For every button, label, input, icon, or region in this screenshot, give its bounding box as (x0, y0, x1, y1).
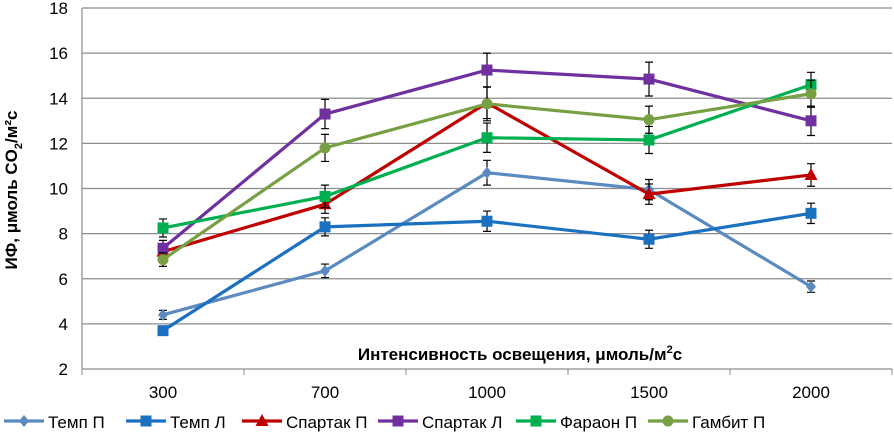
legend-item: Фараон П (516, 413, 637, 432)
legend-label: Спартак Л (422, 413, 502, 432)
circle-marker (481, 98, 493, 110)
y-tick-label: 14 (49, 89, 68, 108)
x-axis-title: Интенсивность освещения, μмоль/м2с (358, 344, 682, 364)
diamond-marker (806, 280, 816, 293)
legend-label: Гамбит П (692, 413, 765, 432)
circle-marker (805, 88, 817, 100)
x-tick-labels: 300 700 1000 1500 2000 (149, 383, 830, 402)
y-tick-label: 16 (49, 44, 68, 63)
square-marker (140, 415, 152, 427)
x-tick-label: 2000 (792, 383, 830, 402)
series-1 (157, 202, 817, 337)
square-marker (392, 415, 404, 427)
circle-marker (662, 415, 674, 427)
legend-label: Темп Л (170, 413, 226, 432)
square-marker (530, 415, 542, 427)
square-marker (481, 215, 493, 227)
legend-label: Спартак П (286, 413, 367, 432)
circle-marker (643, 114, 655, 126)
triangle-marker (804, 167, 818, 180)
square-marker (319, 190, 331, 202)
diamond-marker (320, 264, 330, 277)
square-marker (805, 115, 817, 127)
square-marker (805, 207, 817, 219)
legend-item: Гамбит П (648, 413, 765, 432)
square-marker (157, 325, 169, 337)
legend-label: Темп П (48, 413, 105, 432)
legend-item: Темп П (4, 413, 105, 432)
diamond-marker (482, 166, 492, 179)
y-axis-title: ИФ, μмоль CO2/м²с (2, 111, 25, 270)
y-tick-label: 2 (59, 360, 68, 379)
square-marker (319, 108, 331, 120)
square-marker (643, 233, 655, 245)
triangle-marker (255, 414, 269, 426)
y-tick-labels: 2 4 6 8 10 12 14 16 18 (49, 0, 68, 379)
legend-label: Фараон П (560, 413, 637, 432)
x-tick-label: 700 (311, 383, 339, 402)
y-tick-label: 12 (49, 134, 68, 153)
x-tick-label: 1000 (468, 383, 506, 402)
legend-item: Спартак Л (378, 413, 502, 432)
y-tick-label: 10 (49, 180, 68, 199)
square-marker (481, 64, 493, 76)
square-marker (157, 222, 169, 234)
series-5 (157, 79, 817, 267)
square-marker (643, 134, 655, 146)
square-marker (157, 242, 169, 254)
triangle-marker (642, 187, 656, 200)
diamond-marker (158, 308, 168, 321)
x-tick-label: 1500 (630, 383, 668, 402)
square-marker (643, 73, 655, 85)
circle-marker (157, 254, 169, 266)
legend: Темп П Темп Л Спартак П Спартак Л Фараон П Га… (4, 413, 765, 432)
series-lines (156, 52, 818, 337)
circle-marker (319, 142, 331, 154)
diamond-marker (19, 415, 29, 427)
y-tick-label: 18 (49, 0, 68, 18)
square-marker (481, 132, 493, 144)
legend-item: Спартак П (242, 413, 367, 432)
y-tick-label: 4 (59, 315, 68, 334)
y-tick-label: 8 (59, 225, 68, 244)
series-0 (158, 159, 816, 321)
y-tick-label: 6 (59, 270, 68, 289)
square-marker (319, 221, 331, 233)
legend-item: Темп Л (126, 413, 226, 432)
x-tick-label: 300 (149, 383, 177, 402)
